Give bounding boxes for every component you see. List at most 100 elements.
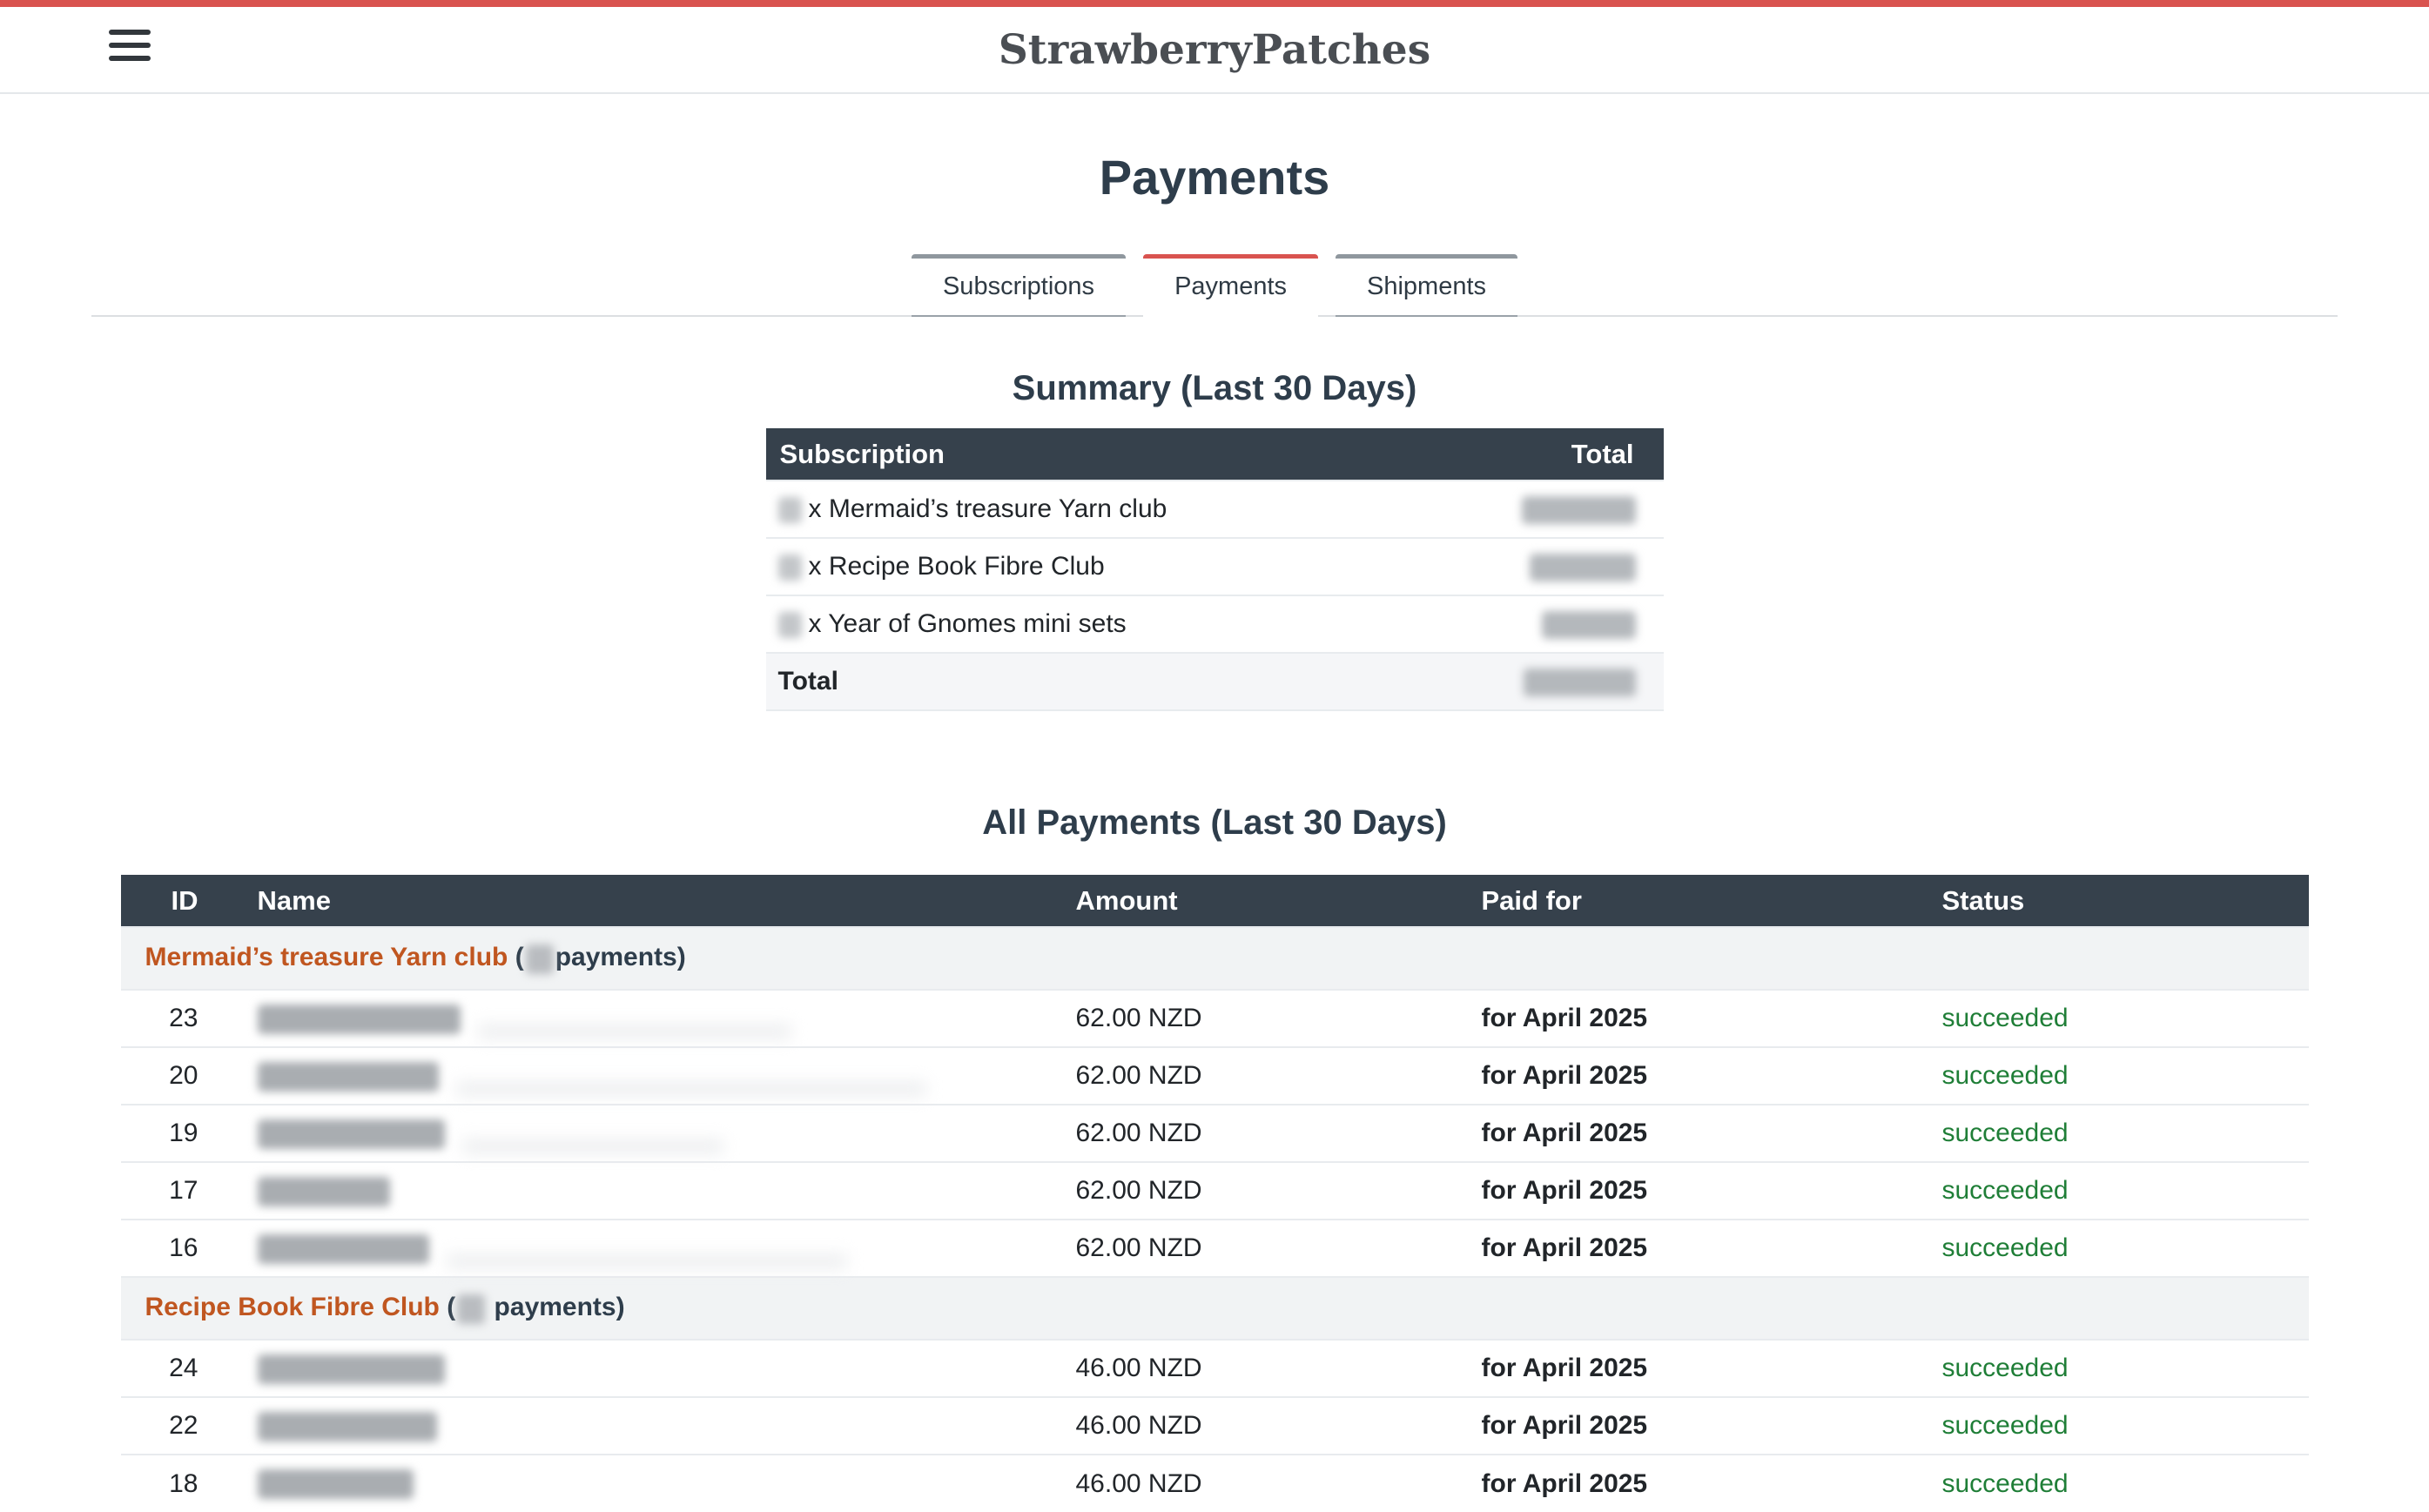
menu-button[interactable] (109, 30, 151, 71)
hamburger-icon (109, 30, 151, 35)
payment-status: succeeded (1910, 989, 2309, 1047)
tab-subscriptions[interactable]: Subscriptions (911, 254, 1127, 317)
page-title: Payments (1099, 150, 1330, 205)
summary-total-label: Total (765, 652, 1429, 711)
group-link[interactable]: Recipe Book Fibre Club (145, 1293, 440, 1322)
redacted-name (257, 1176, 390, 1206)
payment-amount: 62.00 NZD (1044, 1104, 1450, 1162)
summary-row: x Recipe Book Fibre Club (765, 537, 1664, 595)
payments-col-amount: Amount (1044, 875, 1450, 927)
redacted-name (257, 1469, 414, 1500)
payment-row: 23 62.00 NZD for April 2025 succeeded (120, 989, 2309, 1047)
payment-amount: 46.00 NZD (1044, 1396, 1450, 1455)
payments-header-row: ID Name Amount Paid for Status (120, 875, 2309, 927)
payment-group-row: Recipe Book Fibre Club ( payments) (120, 1276, 2309, 1340)
payment-name (232, 1104, 1045, 1162)
redacted-total (1529, 554, 1636, 582)
summary-row-total (1428, 595, 1664, 653)
payment-status: succeeded (1910, 1339, 2309, 1397)
summary-row-label: x Mermaid’s treasure Yarn club (765, 480, 1429, 538)
redacted-detail (455, 1081, 926, 1096)
payments-table: ID Name Amount Paid for Status Mermaid’s… (120, 875, 2309, 1512)
payment-row: 20 62.00 NZD for April 2025 succeeded (120, 1046, 2309, 1105)
payment-amount: 46.00 NZD (1044, 1454, 1450, 1512)
tab-shipments[interactable]: Shipments (1336, 254, 1518, 317)
group-count-close: payments) (487, 1293, 625, 1322)
summary-row-total (1428, 480, 1664, 538)
summary-row: x Year of Gnomes mini sets (765, 595, 1664, 653)
redacted-name (257, 1119, 445, 1149)
payment-paid-for: for April 2025 (1450, 1396, 1911, 1455)
payment-paid-for: for April 2025 (1450, 989, 1911, 1047)
payment-paid-for: for April 2025 (1450, 1046, 1911, 1105)
summary-col-total: Total (1428, 428, 1664, 480)
redacted-detail (446, 1253, 847, 1268)
payment-status: succeeded (1910, 1161, 2309, 1220)
payment-row: 22 46.00 NZD for April 2025 succeeded (120, 1396, 2309, 1455)
payment-id: 23 (120, 989, 233, 1047)
redacted-count (777, 497, 802, 524)
group-count-open: ( (439, 1293, 456, 1322)
payments-col-id: ID (120, 875, 233, 927)
app-header: StrawberryPatches (0, 7, 2429, 94)
redacted-name (257, 1233, 429, 1264)
redacted-count (777, 554, 802, 581)
payment-amount: 62.00 NZD (1044, 989, 1450, 1047)
payment-paid-for: for April 2025 (1450, 1454, 1911, 1512)
redacted-detail (477, 1024, 791, 1038)
payment-status: succeeded (1910, 1454, 2309, 1512)
summary-title: Summary (Last 30 Days) (1012, 369, 1417, 407)
payment-id: 24 (120, 1339, 233, 1397)
summary-total-row: Total (765, 652, 1664, 711)
payment-id: 20 (120, 1046, 233, 1105)
payment-status: succeeded (1910, 1396, 2309, 1455)
payment-name (232, 1046, 1045, 1105)
redacted-name (257, 1061, 439, 1092)
payment-amount: 62.00 NZD (1044, 1046, 1450, 1105)
tab-bar: Subscriptions Payments Shipments (91, 254, 2338, 317)
summary-total-value (1428, 652, 1664, 711)
payments-col-status: Status (1910, 875, 2309, 927)
payments-title: All Payments (Last 30 Days) (982, 803, 1447, 842)
payment-paid-for: for April 2025 (1450, 1104, 1911, 1162)
redacted-count (457, 1294, 486, 1324)
payment-name (232, 1339, 1045, 1397)
payment-row: 16 62.00 NZD for April 2025 succeeded (120, 1219, 2309, 1277)
redacted-name (257, 1354, 445, 1384)
hamburger-icon (109, 56, 151, 61)
payment-status: succeeded (1910, 1219, 2309, 1277)
summary-table: Subscription Total x Mermaid’s treasure … (765, 428, 1664, 711)
redacted-name (257, 1004, 461, 1034)
payment-amount: 62.00 NZD (1044, 1219, 1450, 1277)
payment-id: 17 (120, 1161, 233, 1220)
payment-group-row: Mermaid’s treasure Yarn club (payments) (120, 926, 2309, 990)
summary-header-row: Subscription Total (765, 428, 1664, 480)
brand-logo[interactable]: StrawberryPatches (998, 26, 1431, 74)
summary-row-total (1428, 537, 1664, 595)
payment-name (232, 1396, 1045, 1455)
payment-paid-for: for April 2025 (1450, 1339, 1911, 1397)
payment-status: succeeded (1910, 1104, 2309, 1162)
payment-id: 19 (120, 1104, 233, 1162)
summary-row: x Mermaid’s treasure Yarn club (765, 480, 1664, 538)
payment-status: succeeded (1910, 1046, 2309, 1105)
hamburger-icon (109, 43, 151, 48)
payment-row: 24 46.00 NZD for April 2025 succeeded (120, 1339, 2309, 1397)
payment-paid-for: for April 2025 (1450, 1219, 1911, 1277)
summary-col-subscription: Subscription (765, 428, 1429, 480)
payment-row: 17 62.00 NZD for April 2025 succeeded (120, 1161, 2309, 1220)
redacted-total (1521, 496, 1636, 525)
payments-col-name: Name (232, 875, 1045, 927)
payment-paid-for: for April 2025 (1450, 1161, 1911, 1220)
payments-col-paid-for: Paid for (1450, 875, 1911, 927)
redacted-total (1523, 669, 1636, 697)
payment-id: 16 (120, 1219, 233, 1277)
summary-row-label: x Recipe Book Fibre Club (765, 537, 1429, 595)
top-accent-bar (0, 0, 2429, 7)
payment-name (232, 1454, 1045, 1512)
redacted-total (1541, 611, 1636, 640)
payment-id: 22 (120, 1396, 233, 1455)
group-link[interactable]: Mermaid’s treasure Yarn club (145, 943, 508, 972)
tab-payments[interactable]: Payments (1143, 254, 1319, 317)
payment-name (232, 1161, 1045, 1220)
